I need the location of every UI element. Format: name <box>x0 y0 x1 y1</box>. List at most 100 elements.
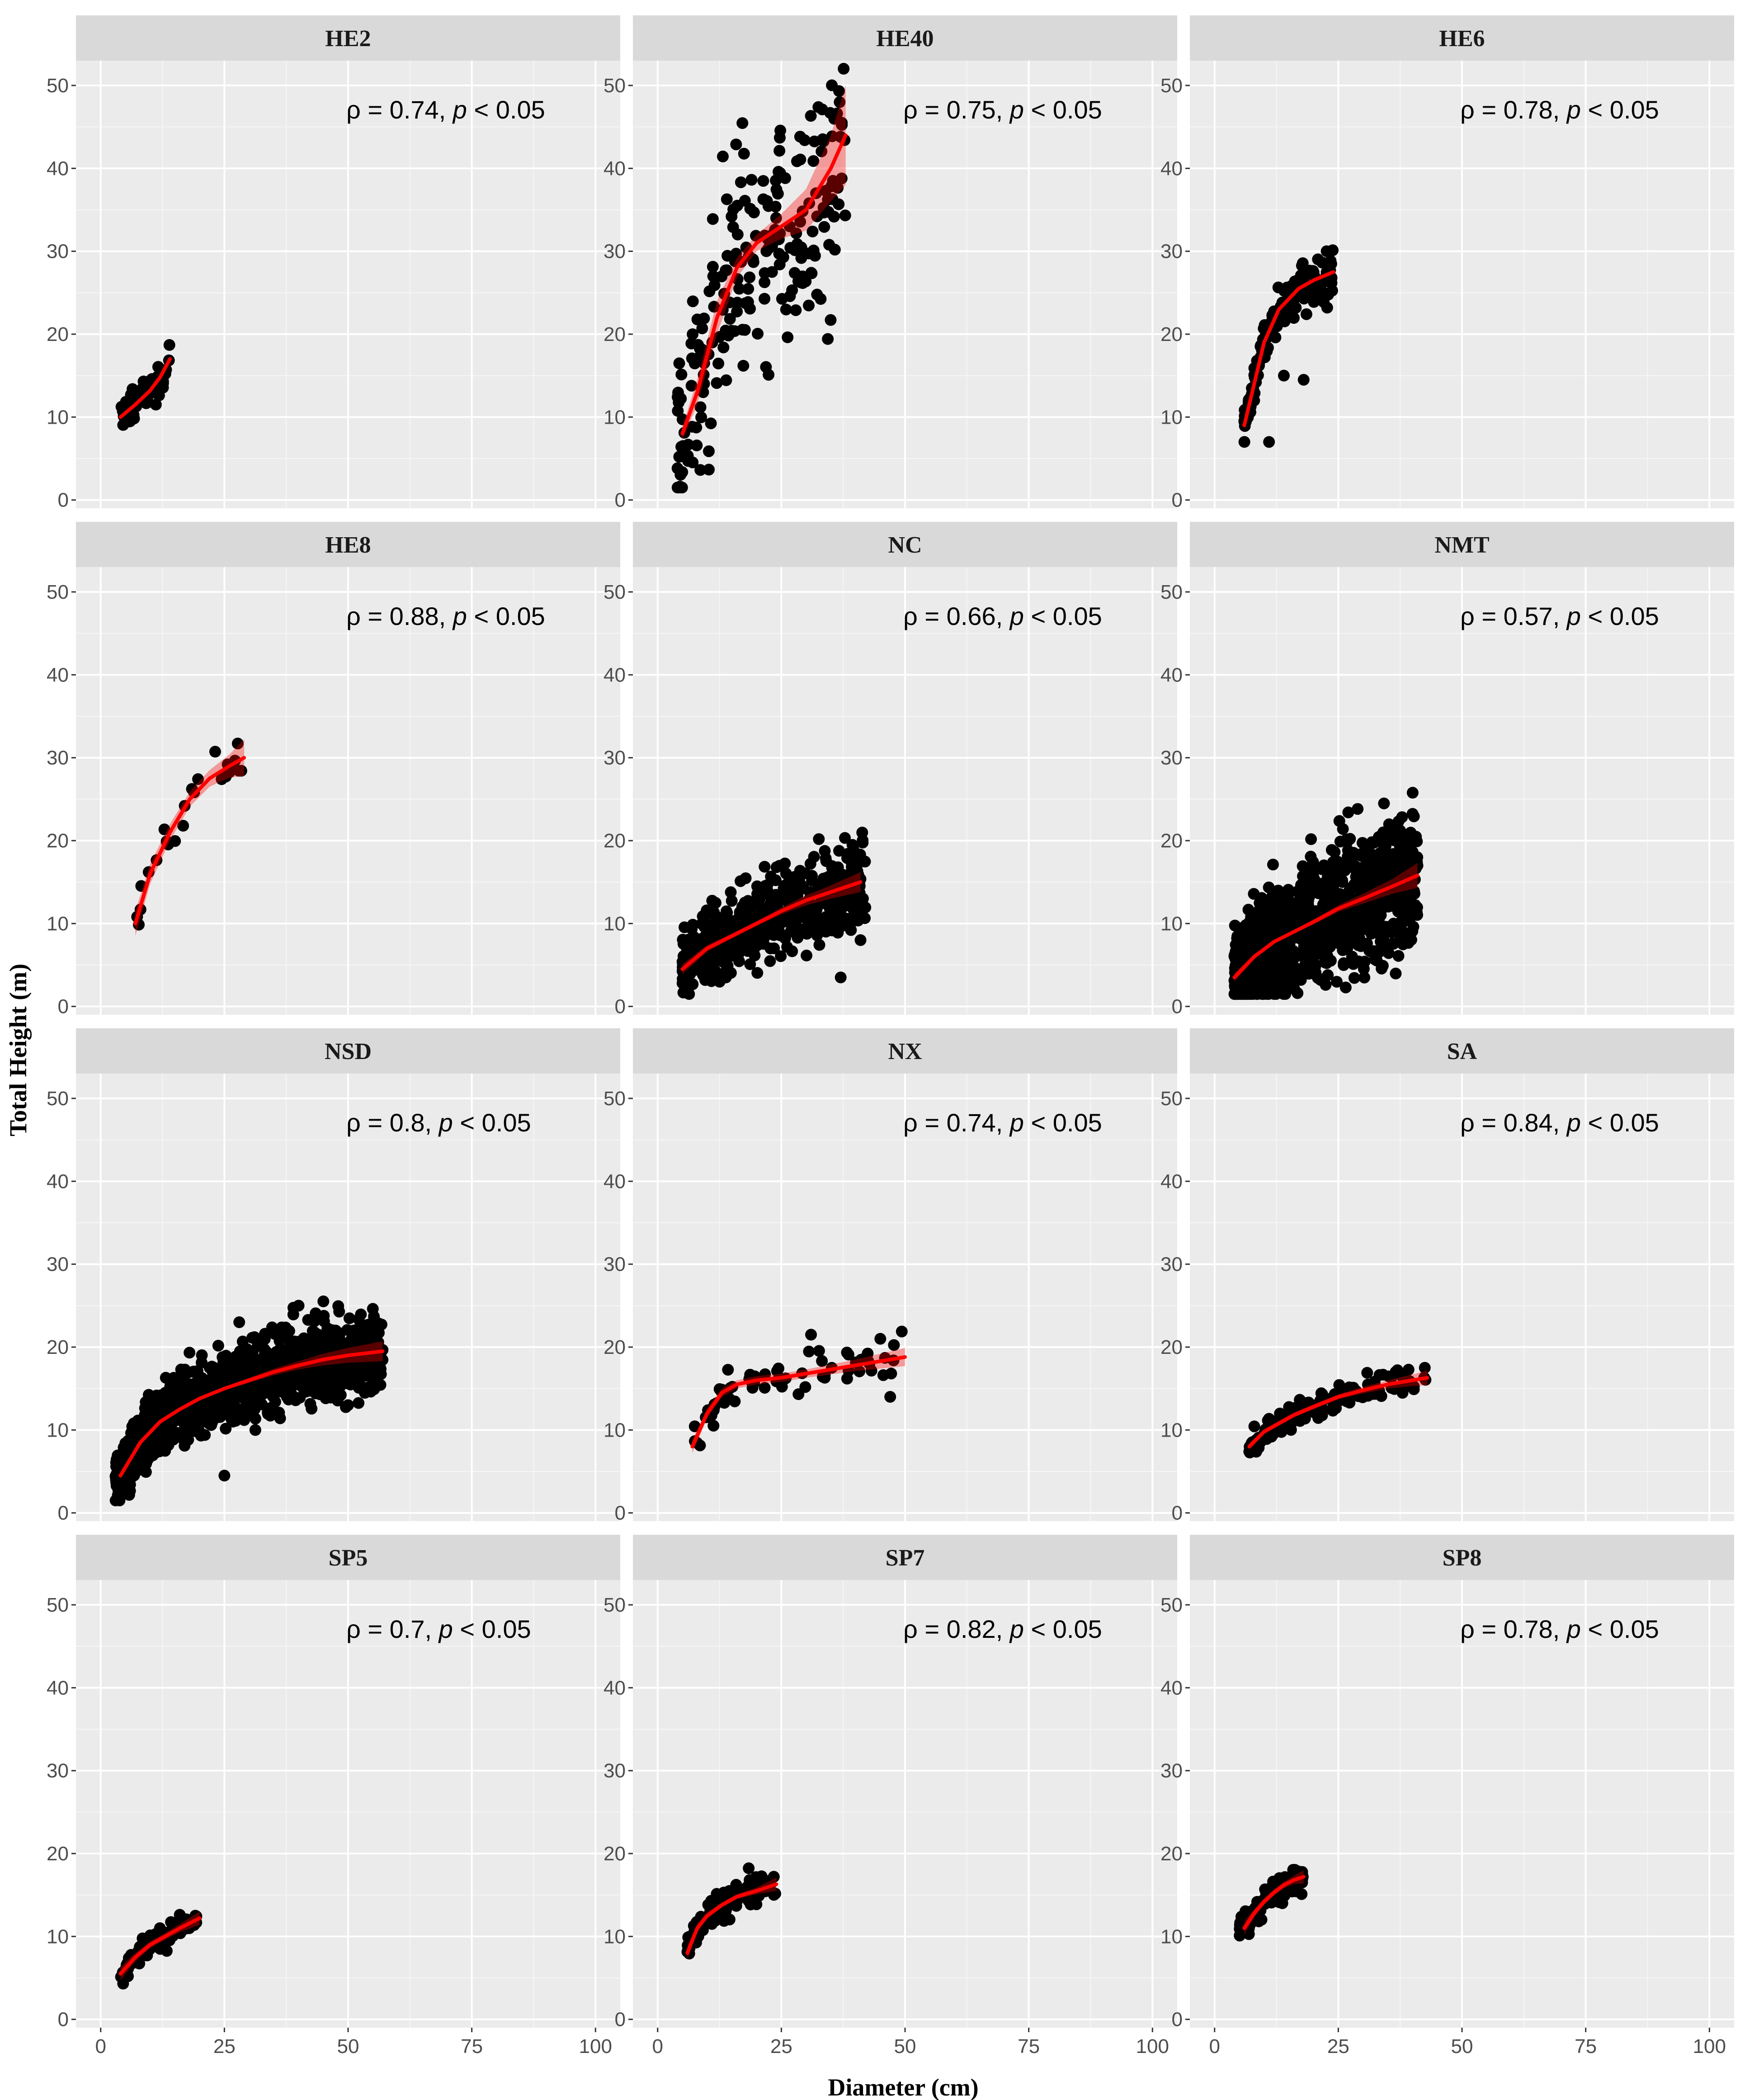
data-point <box>1292 987 1304 999</box>
data-point <box>726 325 738 337</box>
data-point <box>698 312 710 325</box>
data-point <box>1272 884 1284 897</box>
fit-curve <box>1232 874 1420 979</box>
data-point <box>220 771 232 783</box>
data-point <box>707 213 719 225</box>
strip-background <box>76 15 620 61</box>
data-point <box>1408 1381 1420 1393</box>
data-point <box>837 912 849 924</box>
y-tick-label: 40 <box>604 664 626 686</box>
data-point <box>766 240 778 252</box>
panel-he6: HE6 0 10 20 30 40 50 ρ = 0.78, p < 0.05 <box>1160 15 1734 511</box>
data-point <box>687 328 699 341</box>
data-point <box>257 1384 269 1396</box>
data-point <box>1371 955 1383 967</box>
y-tick-label: 50 <box>1160 75 1183 97</box>
strip-label: NMT <box>1434 532 1489 558</box>
y-tick-label: 40 <box>47 1677 69 1699</box>
data-point <box>768 1889 780 1901</box>
data-point <box>742 283 755 295</box>
confidence-band <box>135 739 245 936</box>
data-point <box>1382 901 1394 913</box>
data-point <box>739 897 751 909</box>
data-point <box>246 1332 259 1344</box>
x-axis-title: Diameter (cm) <box>828 2074 978 2100</box>
data-point <box>317 1295 330 1307</box>
data-point <box>761 195 773 207</box>
data-point <box>845 855 857 867</box>
data-point <box>816 1355 828 1367</box>
data-point <box>752 327 764 340</box>
data-point <box>1319 947 1331 959</box>
data-point <box>165 1419 177 1431</box>
data-point <box>1333 913 1345 925</box>
y-tick-label: 30 <box>604 747 626 769</box>
y-tick-label: 50 <box>1160 1088 1183 1110</box>
data-point <box>884 1391 896 1403</box>
strip-label: NX <box>888 1039 922 1064</box>
data-point <box>759 293 771 305</box>
data-point <box>832 927 844 939</box>
data-point <box>816 145 828 157</box>
data-point <box>1263 436 1275 448</box>
data-point <box>1333 815 1345 827</box>
y-tick-label: 30 <box>47 747 69 769</box>
x-tick-label: 50 <box>894 2035 916 2057</box>
data-point <box>160 1372 172 1384</box>
data-point <box>235 765 247 777</box>
data-point <box>175 1363 187 1376</box>
data-point <box>854 934 867 946</box>
data-point <box>318 1315 330 1327</box>
data-point <box>1235 937 1247 949</box>
data-point <box>131 1465 143 1477</box>
y-tick-label: 20 <box>604 1843 626 1865</box>
p-symbol: p <box>1566 1108 1581 1137</box>
data-point <box>1231 977 1244 989</box>
data-point <box>1384 860 1396 872</box>
data-point <box>281 1382 293 1394</box>
data-point <box>791 155 803 167</box>
panel-sa: SA 0 10 20 30 40 50 ρ = 0.84, p < 0.05 <box>1160 1028 1734 1524</box>
data-point <box>231 738 244 750</box>
data-point <box>177 820 189 832</box>
data-point <box>1287 959 1299 971</box>
p-value: < 0.05 <box>1024 602 1102 630</box>
panel-content <box>1234 1864 1309 1942</box>
data-point <box>798 923 811 935</box>
data-point <box>276 1325 288 1338</box>
data-point <box>769 200 782 213</box>
p-value: < 0.05 <box>1581 602 1659 630</box>
data-point <box>1361 1367 1373 1379</box>
data-point <box>803 1345 815 1357</box>
y-tick-label: 10 <box>604 1925 626 1948</box>
data-point <box>209 746 221 758</box>
data-point <box>193 1404 205 1416</box>
data-point <box>1263 881 1275 894</box>
fit-curve <box>133 756 246 926</box>
data-point <box>694 401 707 413</box>
panel-sp7: SP7 0 10 20 30 40 50 0 25 50 75 100 ρ = 0.82, p < 0.… <box>604 1535 1177 2057</box>
data-point <box>865 1365 877 1377</box>
data-point <box>828 113 840 125</box>
data-point <box>1258 970 1270 982</box>
data-point <box>343 1312 355 1324</box>
data-point <box>1358 899 1371 911</box>
data-point <box>1296 884 1308 897</box>
data-point <box>1363 909 1375 921</box>
y-tick-label: 40 <box>604 157 626 180</box>
data-point <box>839 832 851 844</box>
data-point <box>353 1397 365 1409</box>
data-point <box>1308 950 1320 962</box>
data-point <box>1388 834 1400 847</box>
data-point <box>1385 920 1397 932</box>
strip-background <box>1190 1028 1734 1074</box>
y-tick-label: 50 <box>604 1594 626 1616</box>
data-point <box>333 1305 345 1318</box>
p-symbol: p <box>1566 602 1581 630</box>
data-point <box>320 1392 332 1405</box>
data-point <box>831 865 844 877</box>
data-point <box>689 357 701 369</box>
data-point <box>805 110 817 122</box>
p-value: < 0.05 <box>1581 95 1659 124</box>
y-tick-label: 20 <box>604 323 626 345</box>
